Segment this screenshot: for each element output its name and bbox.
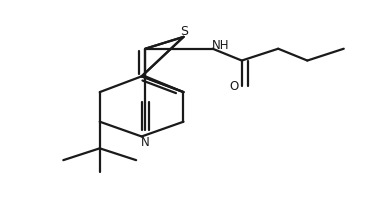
Text: NH: NH (212, 39, 230, 52)
Text: N: N (141, 136, 150, 149)
Text: S: S (180, 25, 188, 38)
Text: O: O (229, 80, 239, 93)
